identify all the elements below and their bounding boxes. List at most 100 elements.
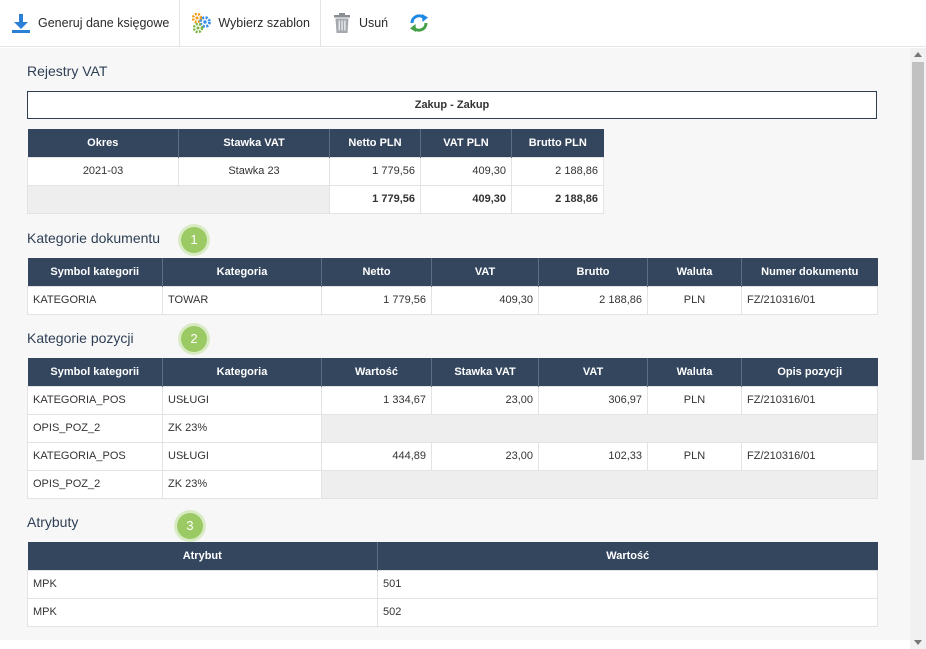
vat-rate-cell: 23,00 bbox=[431, 385, 539, 415]
period-cell: 2021-03 bbox=[27, 156, 179, 186]
content-area: Rejestry VAT Zakup - Zakup Okres Stawka … bbox=[0, 48, 910, 640]
attributes-title: Atrybuty bbox=[27, 514, 79, 530]
document-categories-table: Symbol kategorii Kategoria Netto VAT Bru… bbox=[27, 258, 878, 315]
attribute-cell: MPK bbox=[27, 597, 378, 627]
document-number-cell: FZ/210316/01 bbox=[741, 285, 878, 315]
empty-cell bbox=[321, 469, 878, 499]
attribute-value-cell: 501 bbox=[377, 569, 878, 599]
position-description-cell: FZ/210316/01 bbox=[741, 385, 878, 415]
value-cell: 444,89 bbox=[321, 441, 432, 471]
category-cell: ZK 23% bbox=[162, 469, 322, 499]
column-header: VAT bbox=[538, 358, 648, 386]
value-cell: 1 334,67 bbox=[321, 385, 432, 415]
scroll-down-arrow-icon[interactable] bbox=[914, 640, 922, 645]
column-header: Symbol kategorii bbox=[27, 358, 163, 386]
column-header: Wartość bbox=[377, 542, 878, 570]
table-row: OPIS_POZ_2 ZK 23% bbox=[27, 413, 878, 443]
toolbar-divider bbox=[179, 0, 181, 47]
category-symbol-cell: OPIS_POZ_2 bbox=[27, 469, 163, 499]
generate-accounting-data-button[interactable]: Generuj dane księgowe bbox=[0, 0, 179, 47]
currency-cell: PLN bbox=[647, 385, 742, 415]
refresh-button[interactable] bbox=[398, 0, 440, 47]
table-row: 2021-03 Stawka 23 1 779,56 409,30 2 188,… bbox=[27, 156, 604, 186]
column-header: VAT bbox=[431, 258, 539, 286]
net-cell: 1 779,56 bbox=[321, 285, 432, 315]
attributes-table: Atrybut Wartość MPK 501 MPK 502 bbox=[27, 542, 878, 627]
table-row: KATEGORIA TOWAR 1 779,56 409,30 2 188,86… bbox=[27, 285, 878, 315]
vat-total-cell: 409,30 bbox=[420, 184, 512, 214]
delete-label: Usuń bbox=[358, 16, 389, 30]
scrollbar-thumb[interactable] bbox=[912, 62, 924, 460]
totals-empty-cell bbox=[27, 184, 330, 214]
toolbar: Generuj dane księgowe Wybierz szablon Us… bbox=[0, 0, 926, 47]
table-header-row: Symbol kategorii Kategoria Wartość Stawk… bbox=[27, 358, 878, 386]
column-header: Waluta bbox=[647, 358, 742, 386]
choose-template-button[interactable]: Wybierz szablon bbox=[180, 0, 320, 47]
gross-total-cell: 2 188,86 bbox=[511, 184, 604, 214]
category-cell: ZK 23% bbox=[162, 413, 322, 443]
vat-registers-title: Rejestry VAT bbox=[27, 63, 108, 79]
table-row: KATEGORIA_POS USŁUGI 1 334,67 23,00 306,… bbox=[27, 385, 878, 415]
table-header-row: Okres Stawka VAT Netto PLN VAT PLN Brutt… bbox=[27, 129, 604, 157]
column-header: Netto bbox=[321, 258, 432, 286]
column-header: Wartość bbox=[321, 358, 432, 386]
net-cell: 1 779,56 bbox=[329, 156, 421, 186]
column-header: Netto PLN bbox=[329, 129, 421, 157]
trash-icon bbox=[333, 13, 350, 33]
choose-template-label: Wybierz szablon bbox=[218, 16, 310, 30]
totals-row: 1 779,56 409,30 2 188,86 bbox=[27, 184, 604, 214]
column-header: Numer dokumentu bbox=[741, 258, 878, 286]
attribute-value-cell: 502 bbox=[377, 597, 878, 627]
category-symbol-cell: OPIS_POZ_2 bbox=[27, 413, 163, 443]
column-header: Kategoria bbox=[162, 258, 322, 286]
refresh-icon bbox=[410, 14, 429, 32]
delete-button[interactable]: Usuń bbox=[321, 0, 398, 47]
vat-rate-cell: Stawka 23 bbox=[178, 156, 330, 186]
net-total-cell: 1 779,56 bbox=[329, 184, 421, 214]
gross-cell: 2 188,86 bbox=[538, 285, 648, 315]
table-header-row: Atrybut Wartość bbox=[27, 542, 878, 570]
vat-cell: 306,97 bbox=[538, 385, 648, 415]
vat-cell: 409,30 bbox=[431, 285, 539, 315]
step-badge-1: 1 bbox=[181, 227, 207, 253]
column-header: Brutto PLN bbox=[511, 129, 604, 157]
table-row: KATEGORIA_POS USŁUGI 444,89 23,00 102,33… bbox=[27, 441, 878, 471]
column-header: Opis pozycji bbox=[741, 358, 878, 386]
position-description-cell: FZ/210316/01 bbox=[741, 441, 878, 471]
table-row: OPIS_POZ_2 ZK 23% bbox=[27, 469, 878, 499]
toolbar-divider bbox=[319, 0, 321, 47]
category-cell: USŁUGI bbox=[162, 385, 322, 415]
column-header: Stawka VAT bbox=[431, 358, 539, 386]
vat-register-header: Zakup - Zakup bbox=[27, 91, 877, 119]
column-header: Symbol kategorii bbox=[27, 258, 163, 286]
gears-icon bbox=[192, 12, 212, 34]
currency-cell: PLN bbox=[647, 441, 742, 471]
column-header: VAT PLN bbox=[420, 129, 512, 157]
attribute-cell: MPK bbox=[27, 569, 378, 599]
column-header: Okres bbox=[27, 129, 179, 157]
column-header: Waluta bbox=[647, 258, 742, 286]
currency-cell: PLN bbox=[647, 285, 742, 315]
step-badge-2: 2 bbox=[181, 326, 207, 352]
table-header-row: Symbol kategorii Kategoria Netto VAT Bru… bbox=[27, 258, 878, 286]
scroll-up-arrow-icon[interactable] bbox=[914, 52, 922, 57]
vat-cell: 409,30 bbox=[420, 156, 512, 186]
category-symbol-cell: KATEGORIA_POS bbox=[27, 441, 163, 471]
vat-registers-table: Okres Stawka VAT Netto PLN VAT PLN Brutt… bbox=[27, 129, 604, 214]
category-symbol-cell: KATEGORIA bbox=[27, 285, 163, 315]
empty-cell bbox=[321, 413, 878, 443]
column-header: Atrybut bbox=[27, 542, 378, 570]
vertical-scrollbar[interactable] bbox=[910, 48, 926, 649]
vat-rate-cell: 23,00 bbox=[431, 441, 539, 471]
step-badge-3: 3 bbox=[177, 513, 203, 539]
position-categories-title: Kategorie pozycji bbox=[27, 330, 134, 346]
position-categories-table: Symbol kategorii Kategoria Wartość Stawk… bbox=[27, 358, 878, 499]
vat-cell: 102,33 bbox=[538, 441, 648, 471]
document-categories-title: Kategorie dokumentu bbox=[27, 230, 161, 246]
generate-accounting-data-label: Generuj dane księgowe bbox=[38, 16, 170, 30]
download-icon bbox=[12, 14, 30, 33]
column-header: Brutto bbox=[538, 258, 648, 286]
category-symbol-cell: KATEGORIA_POS bbox=[27, 385, 163, 415]
column-header: Kategoria bbox=[162, 358, 322, 386]
category-cell: USŁUGI bbox=[162, 441, 322, 471]
